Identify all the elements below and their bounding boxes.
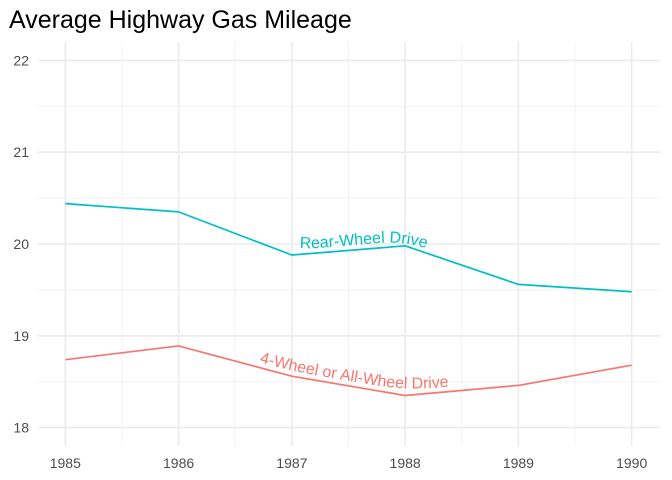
chart-title: Average Highway Gas Mileage (9, 6, 352, 34)
x-tick-label: 1990 (616, 455, 647, 471)
y-tick-label: 18 (13, 420, 29, 436)
x-tick-label: 1986 (163, 455, 194, 471)
y-axis-tick-labels: 18 19 20 21 22 (13, 52, 29, 435)
major-gridlines (37, 42, 660, 446)
x-axis-tick-labels: 1985 1986 1987 1988 1989 1990 (50, 455, 648, 471)
series-label-rear-wheel-drive-path-text: Rear-Wheel Drive (300, 229, 430, 252)
x-tick-label: 1988 (390, 455, 421, 471)
series-label-rear-wheel-drive: Rear-Wheel Drive (300, 229, 430, 252)
series-lines (65, 202, 632, 397)
x-tick-label: 1985 (50, 455, 81, 471)
y-tick-label: 21 (13, 144, 29, 160)
y-tick-label: 20 (13, 236, 29, 252)
y-tick-label: 19 (13, 328, 29, 344)
series-line-4wd-awd (65, 345, 632, 397)
x-tick-label: 1989 (503, 455, 534, 471)
y-tick-label: 22 (13, 52, 29, 68)
series-line-rear-wheel-drive (65, 202, 632, 293)
x-tick-label: 1987 (276, 455, 307, 471)
